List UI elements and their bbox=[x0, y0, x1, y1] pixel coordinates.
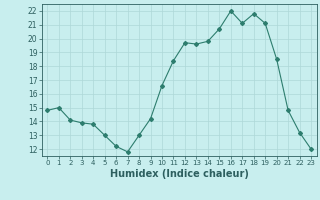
X-axis label: Humidex (Indice chaleur): Humidex (Indice chaleur) bbox=[110, 169, 249, 179]
